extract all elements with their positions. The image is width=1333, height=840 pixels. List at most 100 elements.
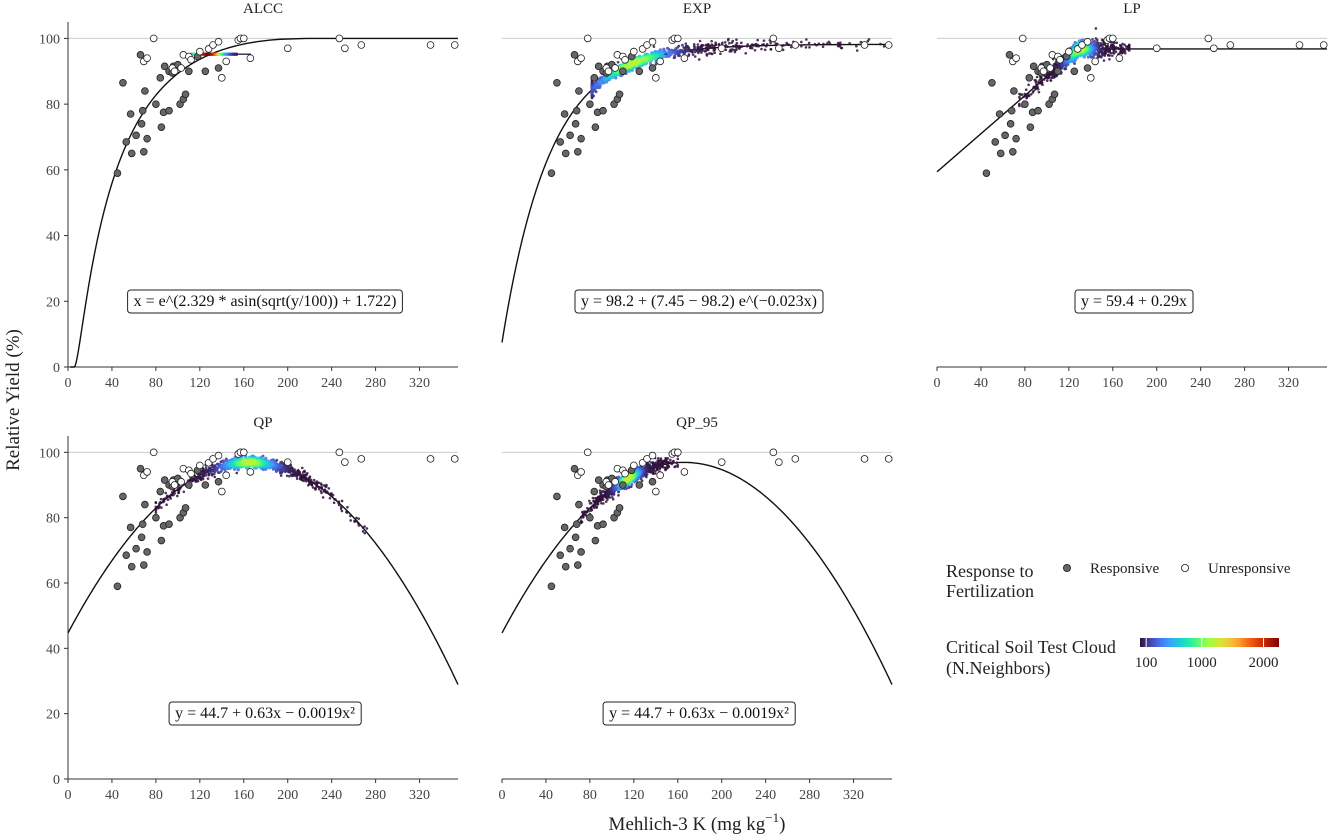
responsive-point [573, 147, 582, 156]
cloud-point [349, 514, 352, 518]
responsive-point [143, 134, 151, 143]
cloud-point [319, 482, 323, 485]
cloud-point [1108, 47, 1111, 51]
cloud-point [707, 52, 711, 55]
unresponsive-point [222, 57, 231, 66]
responsive-point [1005, 51, 1014, 59]
cloud-point [353, 519, 356, 523]
responsive-point [590, 74, 599, 82]
cloud-point [699, 46, 703, 50]
cloud-point [361, 526, 365, 529]
cloud-point [285, 474, 289, 478]
legend-cloud-title-line1: Critical Soil Test Cloud [946, 637, 1116, 657]
cloud-point [657, 457, 660, 460]
equation-text: y = 98.2 + (7.45 − 98.2) e^(−0.023x) [581, 293, 817, 310]
x-tick-label: 40 [539, 788, 553, 803]
unresponsive-point [1108, 34, 1117, 43]
cloud-point [687, 53, 691, 56]
cloud-point [206, 477, 210, 480]
cloud-point [154, 507, 158, 510]
legend-responsive-marker [1063, 564, 1072, 573]
panel-exp: EXP y = 98.2 + (7.45 − 98.2) e^(−0.023x) [501, 1, 893, 343]
equation-box: y = 98.2 + (7.45 − 98.2) e^(−0.023x) [574, 289, 824, 314]
responsive-point [577, 548, 585, 556]
responsive-point [547, 582, 556, 591]
cloud-point [711, 46, 714, 50]
cloud-point [654, 63, 658, 66]
cloud-point [684, 49, 688, 53]
cloud-point [696, 47, 700, 51]
responsive-point [138, 106, 147, 115]
unresponsive-point [1087, 74, 1095, 82]
x-axis-title-base: Mehlich-3 K [609, 814, 707, 835]
y-tick-label: 80 [46, 512, 60, 527]
y-tick-label: 0 [53, 361, 60, 376]
cloud-point [1038, 79, 1041, 82]
responsive-point [119, 492, 127, 501]
legend-response-title-line1: Response to [946, 561, 1034, 581]
legend-response: Response to Fertilization Responsive Unr… [946, 561, 1291, 601]
x-tick-label: 280 [799, 788, 820, 803]
cloud-point [748, 46, 752, 50]
equation-frame [127, 289, 403, 314]
legend-unresponsive-marker [1181, 564, 1190, 573]
responsive-point [996, 149, 1005, 158]
unresponsive-point [450, 41, 459, 49]
cloud-point [713, 51, 716, 55]
cloud-point [719, 52, 722, 56]
unresponsive-point [335, 34, 344, 43]
responsive-point [571, 533, 580, 542]
cloud-point [735, 45, 738, 48]
cloud-point [785, 41, 788, 45]
cloud-point [300, 466, 304, 470]
responsive-point [1010, 87, 1018, 95]
cloud-point [640, 56, 646, 62]
panel-title: LP [1123, 1, 1141, 17]
unresponsive-point [583, 34, 592, 43]
cloud-point [320, 486, 324, 490]
unresponsive-point [604, 481, 613, 489]
cloud-point [689, 48, 692, 52]
responsive-point [553, 78, 561, 87]
responsive-point [152, 100, 160, 108]
unresponsive-point [196, 461, 204, 470]
cloud-point [740, 41, 743, 45]
unresponsive-point [1083, 37, 1092, 46]
responsive-point [1001, 131, 1009, 140]
responsive-point [185, 481, 193, 489]
x-tick-label: 200 [1146, 376, 1167, 391]
cloud-point [311, 486, 315, 489]
cloud-point [763, 48, 767, 52]
unresponsive-point [450, 455, 459, 463]
unresponsive-point [860, 455, 869, 463]
cloud-point [357, 522, 360, 525]
cloud-point [365, 527, 369, 530]
cloud-point [1040, 78, 1044, 81]
cloud-point [728, 41, 731, 45]
cloud-point [616, 60, 620, 64]
cloud-point [602, 502, 605, 505]
cloud-point [703, 49, 707, 53]
x-tick-label: 40 [105, 788, 119, 803]
cloud-point [749, 44, 752, 48]
cloud-point [691, 53, 695, 56]
fitted-curve [936, 48, 1327, 173]
cloud-point [726, 38, 730, 42]
unresponsive-point [884, 41, 893, 49]
cloud-point [684, 42, 688, 45]
equation-box: y = 59.4 + 0.29x [1074, 289, 1194, 314]
responsive-point [1054, 67, 1062, 76]
cloud-point [1091, 40, 1095, 44]
cloud-point [1123, 51, 1127, 55]
cloud-point [800, 40, 803, 44]
cloud-point [165, 503, 168, 507]
unresponsive-point [214, 451, 223, 460]
cloud-point [1018, 102, 1021, 106]
unresponsive-point [177, 64, 185, 72]
responsive-point [575, 87, 583, 95]
unresponsive-point [769, 34, 778, 43]
cloud-point [807, 41, 811, 45]
cloud-point [693, 50, 697, 54]
